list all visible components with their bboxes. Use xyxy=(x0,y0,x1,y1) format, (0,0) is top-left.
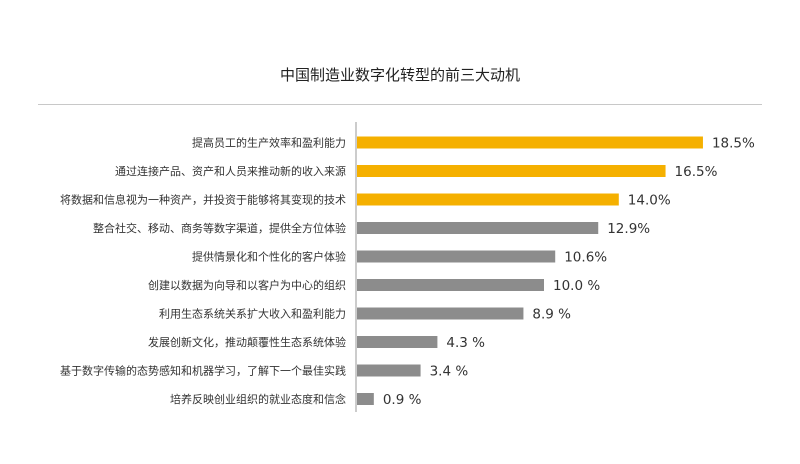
bar-4 xyxy=(357,222,599,234)
category-label-1: 提高员工的生产效率和盈利能力 xyxy=(192,136,346,150)
value-label-7: 8.9 % xyxy=(532,307,571,323)
category-label-6: 创建以数据为向导和以客户为中心的组织 xyxy=(148,278,346,292)
value-label-4: 12.9% xyxy=(607,221,650,237)
bar-2 xyxy=(357,165,666,177)
value-labels-group: 18.5% 16.5%14.0% 12.9%10.6% 10.0 % 8.9 % 4.3 … xyxy=(383,136,755,409)
category-label-9: 基于数字传输的态势感知和机器学习，了解下一个最佳实践 xyxy=(60,364,346,378)
bar-6 xyxy=(357,279,544,291)
bar-9 xyxy=(357,364,421,377)
value-label-6: 10.0 % xyxy=(553,278,600,294)
value-label-10: 0.9 % xyxy=(383,392,422,408)
value-label-9: 3.4 % xyxy=(430,364,469,380)
bar-8 xyxy=(357,336,438,348)
value-label-1: 18.5% xyxy=(712,136,755,152)
category-label-8: 发展创新文化，推动颠覆性生态系统体验 xyxy=(148,335,346,349)
bar-1 xyxy=(357,136,703,149)
title-divider xyxy=(38,104,762,105)
category-labels-group: 提高员工的生产效率和盈利能力通过连接产品、资产和人员来推动新的收入来源将数据和信… xyxy=(60,136,346,407)
category-label-2: 通过连接产品、资产和人员来推动新的收入来源 xyxy=(115,164,346,178)
bar-10 xyxy=(357,393,374,405)
bar-7 xyxy=(357,307,524,320)
bar-3 xyxy=(357,193,619,206)
value-label-5: 10.6% xyxy=(564,250,607,266)
category-label-4: 整合社交、移动、商务等数字渠道，提供全方位体验 xyxy=(93,221,346,235)
category-label-5: 提供情景化和个性化的客户体验 xyxy=(192,250,346,264)
chart-title: 中国制造业数字化转型的前三大动机 xyxy=(279,66,520,84)
bars-group xyxy=(357,136,703,405)
value-label-2: 16.5% xyxy=(675,164,718,180)
category-label-10: 培养反映创业组织的就业态度和信念 xyxy=(170,392,346,406)
category-label-7: 利用生态系统关系扩大收入和盈利能力 xyxy=(159,307,346,321)
category-label-3: 将数据和信息视为一种资产，并投资于能够将其变现的技术 xyxy=(60,193,346,207)
value-label-3: 14.0% xyxy=(628,193,671,209)
value-label-8: 4.3 % xyxy=(446,335,485,351)
bar-5 xyxy=(357,250,556,263)
